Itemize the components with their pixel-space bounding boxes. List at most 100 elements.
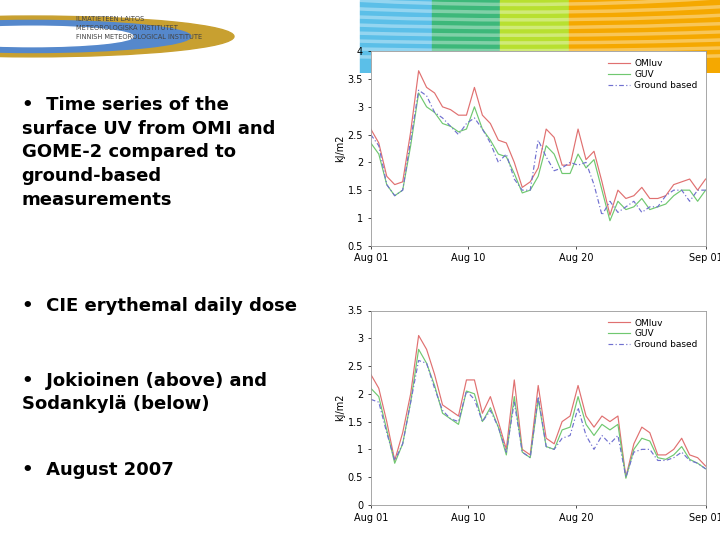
OMIuv bbox=[590, 424, 598, 430]
OMIuv bbox=[526, 179, 534, 185]
OMIuv bbox=[701, 463, 710, 469]
OMIuv bbox=[550, 134, 559, 140]
GUV bbox=[590, 432, 598, 438]
GUV bbox=[582, 421, 590, 428]
Bar bbox=[569, 0, 720, 73]
OMIuv bbox=[398, 429, 407, 436]
Ground based bbox=[566, 159, 575, 166]
Ground based bbox=[701, 465, 710, 472]
GUV bbox=[446, 123, 455, 130]
Ground based bbox=[606, 441, 614, 447]
Ground based bbox=[654, 457, 662, 464]
GUV bbox=[685, 187, 694, 193]
Ground based bbox=[526, 455, 534, 461]
Ground based bbox=[637, 446, 646, 453]
OMIuv bbox=[398, 179, 407, 185]
GUV bbox=[486, 404, 495, 411]
GUV bbox=[382, 427, 391, 433]
OMIuv bbox=[598, 413, 606, 419]
Ground based bbox=[374, 399, 383, 406]
Ground based bbox=[590, 181, 598, 188]
Ground based bbox=[478, 418, 487, 425]
OMIuv bbox=[670, 446, 678, 453]
Ground based bbox=[462, 388, 471, 394]
OMIuv bbox=[431, 90, 439, 96]
Ground based bbox=[518, 449, 526, 455]
GUV bbox=[582, 165, 590, 171]
GUV bbox=[542, 143, 551, 149]
GUV bbox=[693, 460, 702, 467]
GUV bbox=[446, 416, 455, 422]
Ground based bbox=[550, 446, 559, 453]
GUV bbox=[478, 126, 487, 132]
GUV bbox=[438, 120, 447, 127]
OMIuv bbox=[701, 176, 710, 183]
GUV bbox=[693, 198, 702, 205]
Ground based bbox=[646, 446, 654, 453]
OMIuv bbox=[678, 179, 686, 185]
GUV bbox=[701, 465, 710, 472]
GUV bbox=[670, 451, 678, 458]
OMIuv bbox=[534, 382, 543, 389]
GUV bbox=[574, 393, 582, 400]
Ground based bbox=[390, 457, 399, 464]
OMIuv bbox=[678, 435, 686, 442]
OMIuv bbox=[431, 371, 439, 377]
OMIuv bbox=[510, 377, 518, 383]
OMIuv bbox=[693, 455, 702, 461]
OMIuv bbox=[637, 184, 646, 191]
Ground based bbox=[431, 385, 439, 392]
OMIuv bbox=[478, 112, 487, 118]
GUV bbox=[494, 424, 503, 430]
Ground based bbox=[446, 416, 455, 422]
OMIuv bbox=[613, 413, 622, 419]
Ground based bbox=[526, 187, 534, 193]
OMIuv bbox=[446, 407, 455, 414]
OMIuv bbox=[646, 429, 654, 436]
GUV bbox=[606, 427, 614, 433]
OMIuv bbox=[654, 195, 662, 202]
GUV bbox=[606, 218, 614, 224]
Ground based bbox=[629, 198, 638, 205]
Ground based bbox=[646, 204, 654, 210]
OMIuv bbox=[510, 159, 518, 166]
GUV bbox=[558, 427, 567, 433]
Ground based bbox=[494, 159, 503, 166]
GUV bbox=[654, 204, 662, 210]
Line: OMIuv: OMIuv bbox=[371, 335, 706, 477]
Ground based bbox=[431, 109, 439, 116]
Ground based bbox=[693, 460, 702, 467]
OMIuv bbox=[582, 157, 590, 163]
Line: Ground based: Ground based bbox=[371, 90, 706, 215]
Circle shape bbox=[0, 16, 234, 57]
Ground based bbox=[574, 404, 582, 411]
Ground based bbox=[398, 441, 407, 447]
Ground based bbox=[502, 449, 510, 455]
Ground based bbox=[534, 137, 543, 144]
OMIuv bbox=[406, 390, 415, 397]
Ground based bbox=[542, 443, 551, 450]
OMIuv bbox=[374, 385, 383, 392]
GUV bbox=[701, 187, 710, 193]
Ground based bbox=[470, 114, 479, 121]
Ground based bbox=[374, 143, 383, 149]
GUV bbox=[462, 388, 471, 394]
GUV bbox=[534, 173, 543, 179]
OMIuv bbox=[414, 332, 423, 339]
OMIuv bbox=[566, 162, 575, 168]
GUV bbox=[366, 140, 375, 146]
GUV bbox=[598, 187, 606, 193]
GUV bbox=[470, 390, 479, 397]
Ground based bbox=[685, 198, 694, 205]
Circle shape bbox=[0, 26, 133, 46]
Y-axis label: kJ/m2: kJ/m2 bbox=[335, 394, 345, 421]
Ground based bbox=[454, 131, 463, 138]
GUV bbox=[431, 382, 439, 389]
Ground based bbox=[502, 151, 510, 157]
OMIuv bbox=[590, 148, 598, 154]
GUV bbox=[621, 206, 630, 213]
GUV bbox=[374, 151, 383, 157]
OMIuv bbox=[438, 104, 447, 110]
GUV bbox=[398, 441, 407, 447]
OMIuv bbox=[446, 106, 455, 113]
